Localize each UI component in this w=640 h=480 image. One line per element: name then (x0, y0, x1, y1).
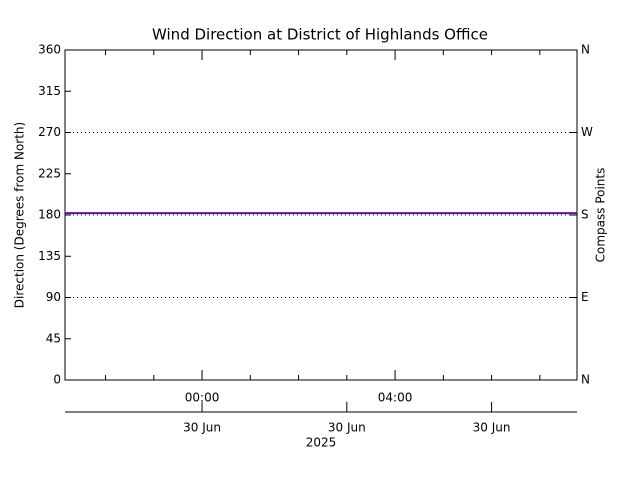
date-tick-label: 30 Jun (473, 421, 511, 435)
y2-tick-label: E (581, 290, 589, 304)
y2-tick-label: N (581, 373, 590, 387)
y2-tick-label: W (581, 125, 593, 139)
y-tick-label: 180 (38, 208, 61, 222)
y-tick-label: 315 (38, 84, 61, 98)
date-tick-label: 30 Jun (183, 421, 221, 435)
y2-axis-label: Compass Points (594, 168, 608, 263)
y2-tick-label: N (581, 43, 590, 57)
y-tick-label: 135 (38, 249, 61, 263)
x-tick-label: 04:00 (378, 391, 413, 405)
y-tick-label: 90 (46, 290, 61, 304)
chart-title: Wind Direction at District of Highlands … (152, 26, 488, 44)
y2-tick-label: S (581, 208, 589, 222)
y-tick-label: 0 (53, 373, 61, 387)
x-tick-label: 00:00 (185, 391, 220, 405)
y-tick-label: 360 (38, 43, 61, 57)
y-axis-label: Direction (Degrees from North) (13, 122, 27, 308)
date-axis-label: 2025 (306, 436, 337, 450)
y-tick-label: 225 (38, 166, 61, 180)
y-tick-label: 270 (38, 125, 61, 139)
date-tick-label: 30 Jun (328, 421, 366, 435)
y-tick-label: 45 (46, 331, 61, 345)
